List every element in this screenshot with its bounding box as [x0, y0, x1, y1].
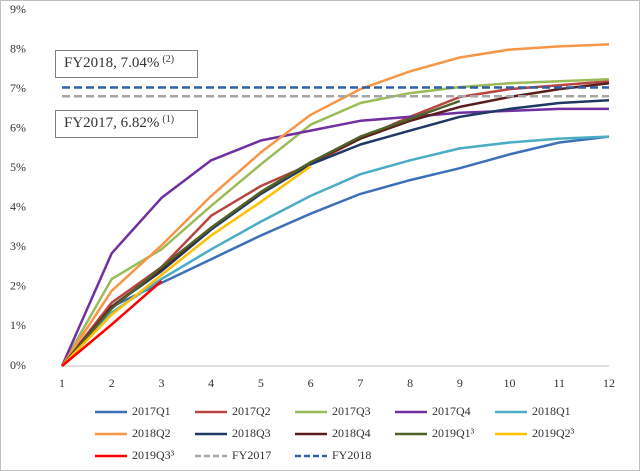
legend-label: 2019Q3³	[132, 448, 175, 462]
x-tick-label: 7	[357, 376, 363, 390]
annotation-note: (1)	[162, 114, 174, 125]
legend-label: 2019Q2³	[532, 426, 575, 440]
annotation-box	[55, 50, 198, 78]
series-line	[61, 280, 163, 367]
y-tick-label: 9%	[10, 2, 26, 16]
x-tick-label: 6	[308, 376, 314, 390]
annotation-text: FY2017, 6.82%	[64, 115, 159, 131]
x-tick-label: 1	[59, 376, 65, 390]
series-line	[60, 43, 610, 367]
series-line	[60, 107, 609, 367]
y-tick-label: 0%	[10, 358, 26, 372]
x-tick-label: 12	[603, 376, 615, 390]
x-tick-label: 11	[553, 376, 565, 390]
annotation-text: FY2018, 7.04%	[64, 55, 159, 71]
x-tick-label: 8	[407, 376, 413, 390]
legend-label: 2018Q3	[232, 426, 271, 440]
legend-label: FY2017	[232, 448, 271, 462]
x-tick-label: 2	[109, 376, 115, 390]
legend-label: 2017Q3	[332, 404, 371, 418]
legend-label: 2017Q2	[232, 404, 271, 418]
series-line	[61, 98, 610, 367]
x-tick-label: 4	[208, 376, 214, 390]
series-line	[61, 135, 610, 367]
annotation-box	[55, 110, 198, 138]
y-tick-label: 6%	[10, 120, 26, 134]
y-tick-label: 8%	[10, 41, 26, 55]
y-tick-label: 3%	[10, 239, 26, 253]
series-line	[61, 99, 461, 367]
legend-label: 2017Q1	[132, 404, 171, 418]
legend-label: 2019Q1³	[432, 426, 475, 440]
annotation-note: (2)	[162, 54, 174, 65]
legend-label: 2017Q4	[432, 404, 471, 418]
series-line	[61, 165, 312, 367]
y-tick-label: 5%	[10, 160, 26, 174]
x-tick-label: 10	[504, 376, 516, 390]
y-tick-label: 4%	[10, 200, 26, 214]
legend-label: 2018Q1	[532, 404, 571, 418]
y-tick-label: 7%	[10, 81, 26, 95]
legend-label: 2018Q4	[332, 426, 371, 440]
x-tick-label: 5	[258, 376, 264, 390]
annotation: FY2018, 7.04% (2)	[64, 54, 174, 71]
legend-label: FY2018	[332, 448, 371, 462]
y-tick-label: 2%	[10, 279, 26, 293]
x-tick-label: 9	[457, 376, 463, 390]
y-tick-label: 1%	[10, 318, 26, 332]
legend-label: 2018Q2	[132, 426, 171, 440]
x-tick-label: 3	[158, 376, 164, 390]
annotation: FY2017, 6.82% (1)	[64, 114, 174, 131]
